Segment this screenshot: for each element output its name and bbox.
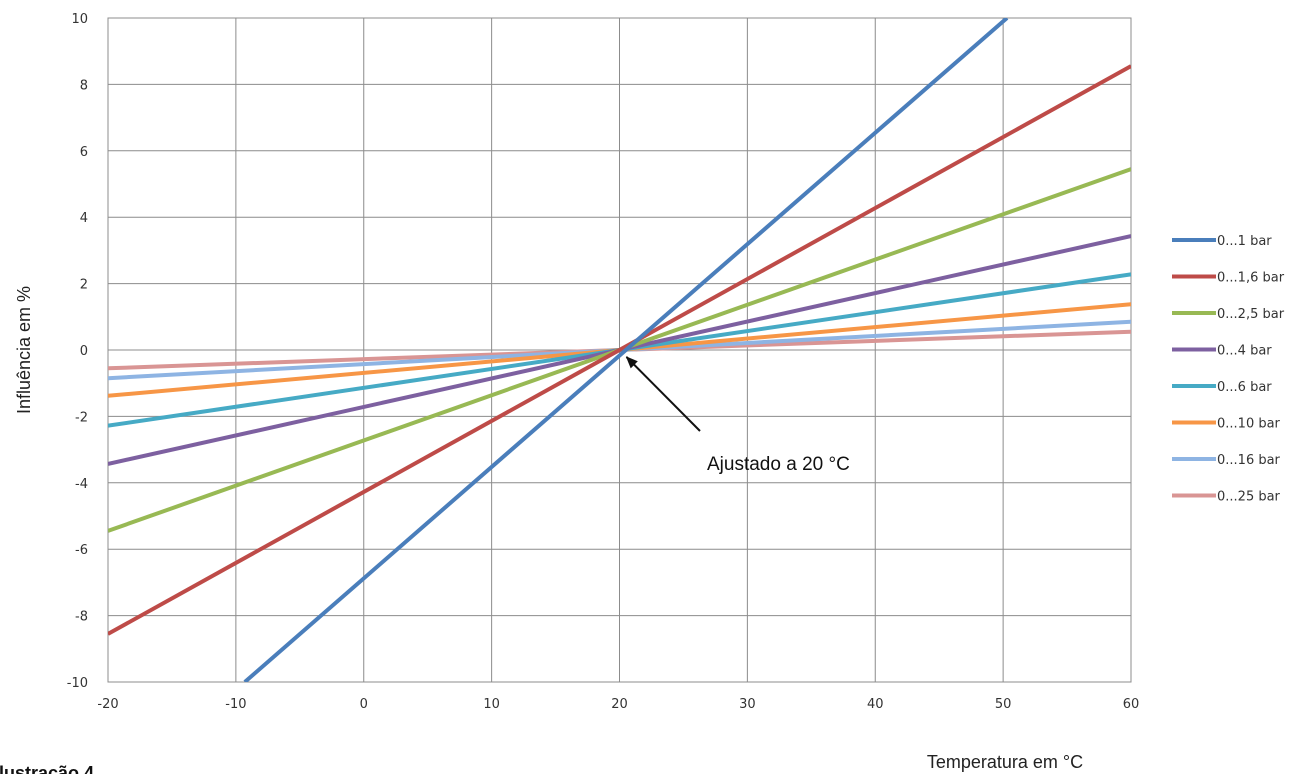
- series-lines: [108, 18, 1131, 682]
- y-tick-label: -4: [75, 477, 88, 492]
- y-tick-label: 6: [80, 145, 88, 160]
- y-tick-label: -10: [67, 676, 88, 691]
- y-tick-label: -8: [75, 610, 88, 625]
- grid: [107, 17, 1132, 683]
- y-tick-label: -6: [75, 543, 88, 558]
- x-tick-label: 30: [739, 697, 756, 712]
- x-tick-label: -20: [97, 697, 118, 712]
- y-tick-label: 0: [80, 344, 88, 359]
- x-tick-label: 0: [360, 697, 368, 712]
- x-tick-label: -10: [225, 697, 246, 712]
- legend-entry: 0...1,6 bar: [1217, 271, 1285, 286]
- x-tick-label: 20: [611, 697, 628, 712]
- annotation: Ajustado a 20 °C: [625, 356, 850, 475]
- legend-entry: 0...1 bar: [1217, 234, 1272, 249]
- legend-entry: 0...4 bar: [1217, 344, 1272, 359]
- x-axis-label: Temperatura em °C: [927, 752, 1083, 772]
- y-tick-label: -2: [75, 410, 88, 425]
- legend-entry: 0...16 bar: [1217, 453, 1281, 468]
- legend: 0...1 bar 0...1,6 bar 0...2,5 bar 0...4 bar…: [1172, 234, 1285, 505]
- annotation-text: Ajustado a 20 °C: [707, 454, 850, 475]
- series-line: [108, 64, 1131, 636]
- annotation-arrow: [625, 356, 701, 432]
- x-tick-label: 50: [995, 697, 1012, 712]
- legend-entry: 0...2,5 bar: [1217, 307, 1285, 322]
- y-tick-label: 2: [80, 278, 88, 293]
- legend-entry: 0...6 bar: [1217, 380, 1272, 395]
- y-axis-label: Influência em %: [14, 286, 34, 414]
- y-tick-label: 4: [80, 211, 88, 226]
- y-tick-label: 10: [71, 12, 88, 27]
- legend-entry: 0...25 bar: [1217, 490, 1281, 505]
- legend-entry: 0...10 bar: [1217, 417, 1281, 432]
- y-tick-label: 8: [80, 78, 88, 93]
- series-line: [243, 18, 1009, 682]
- x-tick-label: 10: [483, 697, 500, 712]
- x-tick-label: 40: [867, 697, 884, 712]
- x-tick-label: 60: [1123, 697, 1140, 712]
- figure-caption: Ilustração 4: [0, 763, 94, 774]
